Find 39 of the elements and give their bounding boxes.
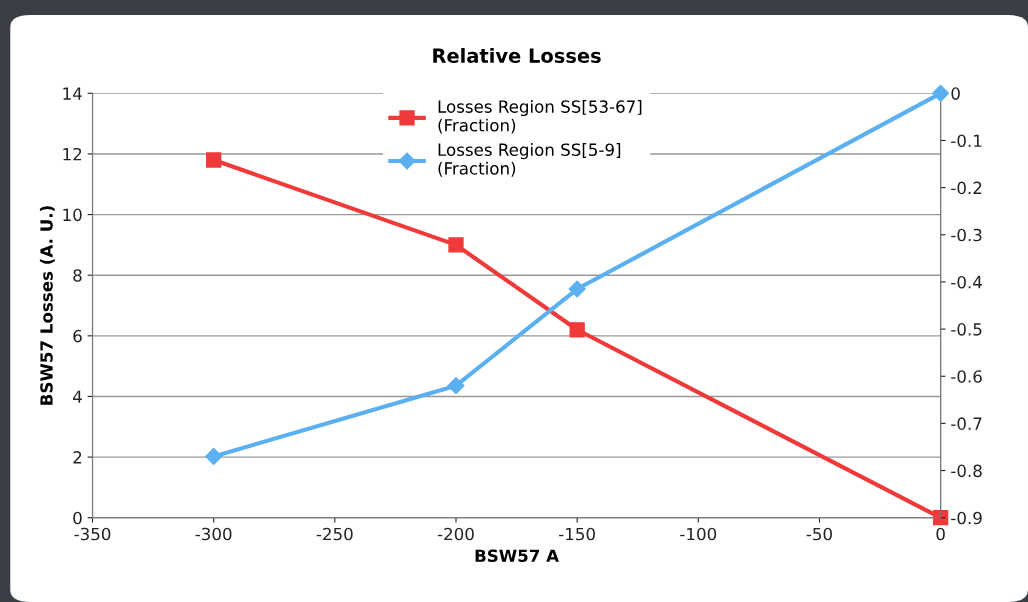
y2-tick-label: -0.4: [951, 275, 982, 289]
x-axis-title: BSW57 A: [475, 549, 559, 563]
y-tick-label: 12: [63, 147, 82, 161]
point: [932, 84, 950, 102]
x-tick-label: -300: [195, 527, 232, 541]
x-tick-label: -150: [559, 527, 595, 541]
legend-label: Losses Region SS[53-67] (Fraction): [438, 99, 642, 134]
legend-label: Losses Region SS[5-9] (Fraction): [438, 143, 621, 177]
x-tick-label: -250: [316, 527, 353, 541]
y-tick-label: 8: [73, 269, 82, 282]
point: [205, 447, 223, 465]
y2-tick-label: -0.7: [951, 417, 982, 430]
y2-tick-label: 0: [951, 87, 960, 100]
y-tick-label: 0: [73, 511, 82, 525]
chart-title: Relative Losses: [433, 47, 601, 64]
x-tick-label: -100: [680, 527, 717, 541]
y-axis-title: BSW57 Losses (A. U.): [39, 206, 55, 405]
y2-tick-label: -0.9: [951, 511, 982, 525]
y2-tick-label: -0.1: [951, 134, 982, 148]
y-tick-label: 4: [73, 390, 82, 403]
point: [932, 510, 949, 526]
point: [568, 280, 586, 298]
point: [448, 237, 464, 253]
y-tick-label: 6: [73, 329, 82, 343]
x-tick-label: -50: [806, 527, 832, 541]
x-tick-label: 0: [936, 527, 945, 541]
y2-tick-label: -0.8: [951, 464, 982, 478]
y-tick-label: 2: [73, 451, 82, 464]
point: [206, 152, 222, 168]
y2-tick-label: -0.6: [951, 370, 982, 383]
y2-tick-label: -0.2: [951, 181, 982, 195]
y2-tick-label: -0.5: [951, 323, 982, 336]
y-tick-label: 14: [63, 87, 82, 100]
point: [447, 377, 465, 395]
x-tick-label: -350: [74, 527, 111, 541]
x-tick-label: -200: [437, 527, 474, 541]
y-tick-label: 10: [63, 208, 82, 222]
point: [569, 322, 585, 338]
y2-tick-label: -0.3: [951, 228, 982, 242]
